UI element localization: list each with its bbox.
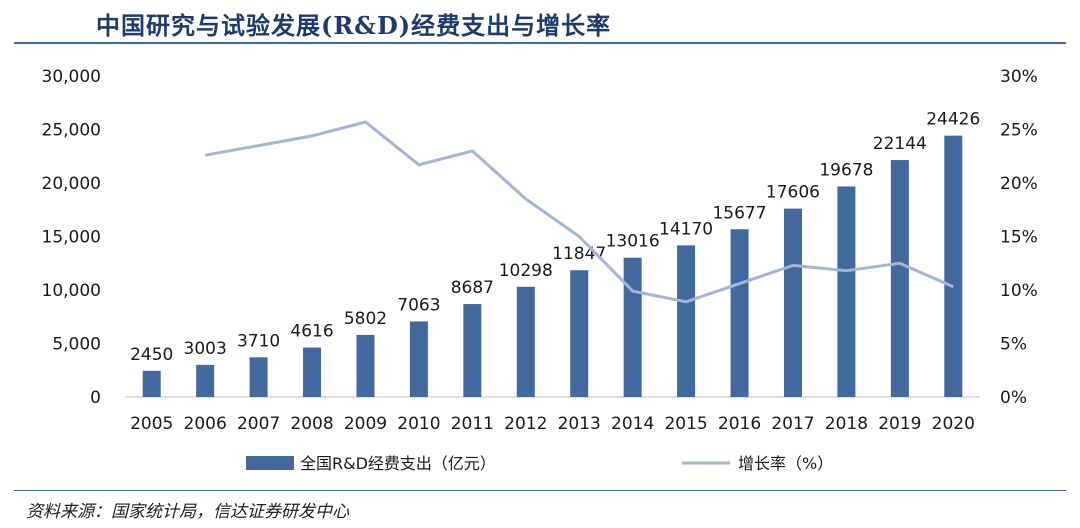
x-tick-2008: 2008 [290,414,333,434]
bar-2013 [570,270,589,397]
y-right-tick-5: 25% [1000,121,1038,141]
y-left-tick-5: 25,000 [42,121,101,141]
x-tick-2018: 2018 [825,414,868,434]
y-right-tick-4: 20% [1000,174,1038,194]
x-tick-2016: 2016 [718,414,761,434]
right-y-axis-ticks: 0% 5% 10% 15% 20% 25% 30% [1000,67,1038,408]
bar-label-2014: 13016 [606,232,660,252]
bar-2010 [409,321,428,397]
y-left-tick-2: 10,000 [42,281,101,301]
footer-divider [14,490,1066,491]
bar-2020 [944,135,963,398]
bar-label-2018: 19678 [819,160,873,180]
bar-label-2015: 14170 [659,219,713,239]
bar-series [142,135,963,398]
bar-2019 [890,160,909,397]
x-tick-2014: 2014 [611,414,654,434]
bar-label-2019: 22144 [873,134,927,154]
bar-2011 [463,304,482,397]
bar-label-2011: 8687 [451,278,494,298]
chart-title: 中国研究与试验发展(R&D)经费支出与增长率 [96,11,612,40]
bar-2014 [623,257,642,397]
x-tick-2011: 2011 [451,414,494,434]
bar-label-2008: 4616 [290,322,333,342]
bar-data-labels: 2450 3003 3710 4616580270638687102981184713… [130,110,980,365]
y-left-tick-6: 30,000 [42,67,101,87]
bar-2005 [142,370,161,397]
title-divider [14,42,1066,44]
bar-2016 [730,229,749,397]
bar-2015 [677,245,696,397]
y-left-tick-4: 20,000 [42,174,101,194]
y-left-tick-0: 0 [90,388,101,408]
legend-bar-label: 全国R&D经费支出（亿元） [300,454,496,473]
x-tick-2009: 2009 [344,414,387,434]
bar-2018 [837,186,856,397]
x-tick-2017: 2017 [771,414,814,434]
x-tick-2019: 2019 [878,414,921,434]
chart-canvas: 2450 3003 3710 4616580270638687102981184713… [42,67,1038,473]
bar-label-2007: 3710 [237,331,280,351]
y-right-tick-3: 15% [1000,228,1038,248]
legend-line-label: 增长率（%） [738,454,833,473]
growth-rate-line [204,120,954,304]
x-tick-2012: 2012 [504,414,547,434]
bar-label-2020: 24426 [926,110,980,130]
x-tick-2010: 2010 [397,414,440,434]
x-tick-2005: 2005 [130,414,173,434]
bar-label-2010: 7063 [397,295,440,315]
left-y-axis-ticks: 0 5,000 10,000 15,000 20,000 25,000 30,000 [42,67,101,408]
y-right-tick-2: 10% [1000,281,1038,301]
y-right-tick-1: 5% [1000,335,1027,355]
y-right-tick-0: 0% [1000,388,1027,408]
bar-label-2017: 17606 [766,183,820,203]
x-tick-2007: 2007 [237,414,280,434]
bar-2012 [516,286,535,397]
x-axis-ticks: 2005 2006 2007 2008 2009 2010 2011 2012 2013 2014… [130,414,975,434]
bar-2009 [356,334,375,397]
y-left-tick-1: 5,000 [52,335,101,355]
legend-bar-swatch [246,456,294,470]
x-tick-2020: 2020 [932,414,975,434]
bar-label-2006: 3003 [184,339,227,359]
bar-2006 [196,364,215,397]
bar-label-2012: 10298 [499,261,553,281]
x-tick-2013: 2013 [558,414,601,434]
bar-label-2009: 5802 [344,309,387,329]
x-tick-2006: 2006 [184,414,227,434]
bar-2008 [303,347,322,397]
bar-2007 [249,357,268,397]
bar-2017 [783,208,802,397]
bar-label-2016: 15677 [712,203,766,223]
source-note: 资料来源：国家统计局，信达证券研发中心 [26,502,349,522]
y-left-tick-3: 15,000 [42,228,101,248]
y-right-tick-6: 30% [1000,67,1038,87]
bar-label-2005: 2450 [130,345,173,365]
x-tick-2015: 2015 [664,414,707,434]
legend: 全国R&D经费支出（亿元） 增长率（%） [246,454,833,473]
